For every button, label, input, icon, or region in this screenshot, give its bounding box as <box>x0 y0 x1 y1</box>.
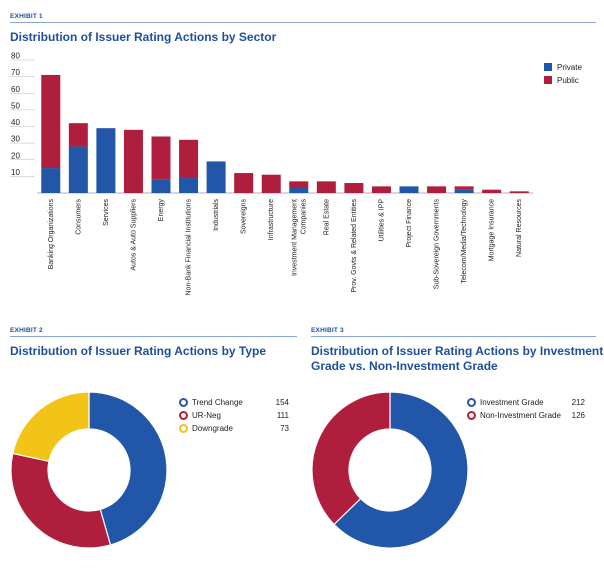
bar-private-services <box>96 128 116 193</box>
bar-private-project-finance <box>399 186 419 193</box>
legend-label: Trend Change <box>192 398 243 407</box>
category-label: Services <box>103 199 110 226</box>
exhibit2-rule <box>10 336 297 337</box>
legend-dot-icon <box>467 411 476 420</box>
y-tick-label: 50 <box>11 101 20 110</box>
category-label: Sovereigns <box>241 199 248 235</box>
legend-row-investment-grade: Investment Grade 212 <box>467 397 585 408</box>
bar-chart-body: 10 20 30 40 50 60 70 80 Banking Organizations Con… <box>10 52 533 296</box>
category-label: Mortgage Insurance <box>489 199 496 261</box>
bar-private-energy <box>151 179 171 193</box>
category-label: Prov. Govts & Related Entities <box>351 199 358 293</box>
legend-value: 126 <box>571 411 585 420</box>
category-label: Telecom/Media/Technology <box>461 199 468 284</box>
category-label: Companies <box>300 199 307 235</box>
bar-public-banking-organizations <box>41 74 61 169</box>
legend-label-private: Private <box>557 63 582 72</box>
bar-private-consumers <box>68 146 88 193</box>
legend-value: 212 <box>571 398 585 407</box>
grade-donut-chart <box>311 391 469 549</box>
y-tick-label: 20 <box>11 151 20 160</box>
legend-label: UR-Neg <box>192 411 221 420</box>
y-tick-label: 60 <box>11 85 20 94</box>
category-label: Real Estate <box>323 199 330 235</box>
bar-public-mortgage-insurance <box>482 189 502 193</box>
bar-public-infrastructure <box>261 174 281 193</box>
legend-swatch-public <box>544 76 552 84</box>
grade-legend: Investment Grade 212 Non-Investment Grade 1… <box>467 397 585 427</box>
bar-private-investment-management-companies <box>289 188 309 193</box>
type-legend: Trend Change 154 UR-Neg 111 Downgrade 73 <box>179 397 289 437</box>
bar-private-industrials <box>206 161 226 193</box>
category-label: Autos & Auto Suppliers <box>130 199 137 271</box>
legend-value: 154 <box>275 398 289 407</box>
category-label: Infrastructure <box>268 199 275 240</box>
category-label: Sub-Sovereign Governments <box>434 199 441 290</box>
bar-private-banking-organizations <box>41 168 61 193</box>
category-label: Natural Resources <box>516 199 523 257</box>
bar-private-non-bank-financial-institutions <box>179 178 199 193</box>
category-label: Industrials <box>213 199 220 231</box>
exhibit2-title: Distribution of Issuer Rating Actions by… <box>10 344 267 358</box>
y-tick-label: 40 <box>11 118 20 127</box>
bar-public-energy <box>151 136 171 180</box>
category-label: Utilities & IPP <box>378 199 385 242</box>
slice-ur-neg <box>10 452 112 549</box>
exhibit2-tag: EXHIBIT 2 <box>10 327 43 334</box>
legend-label: Investment Grade <box>480 398 544 407</box>
bar-public-sovereigns <box>234 173 254 193</box>
category-label: Investment Management <box>291 199 298 276</box>
exhibit3-title-line2: Grade vs. Non-Investment Grade <box>311 359 498 373</box>
y-tick-label: 10 <box>11 168 20 177</box>
bar-public-autos-auto-suppliers <box>123 129 143 193</box>
bar-public-real-estate <box>316 181 336 193</box>
legend-label: Downgrade <box>192 424 233 433</box>
exhibit3-title: Distribution of Issuer Rating Actions by… <box>311 344 603 374</box>
bar-public-natural-resources <box>509 191 529 193</box>
legend-label-public: Public <box>557 76 579 85</box>
bar-public-sub-sovereign-governments <box>427 186 447 193</box>
bar-public-non-bank-financial-institutions <box>179 139 199 179</box>
exhibit3-title-line1: Distribution of Issuer Rating Actions by… <box>311 344 604 358</box>
legend-swatch-private <box>544 63 552 71</box>
bar-public-prov-govts-related-entities <box>344 183 364 193</box>
slice-non-investment-grade <box>311 391 391 526</box>
category-label: Banking Organizations <box>48 199 55 270</box>
bar-public-utilities-ipp <box>371 186 391 193</box>
bar-legend: Private Public <box>544 63 582 85</box>
exhibit3-rule <box>311 336 596 337</box>
slice-investment-grade <box>333 391 469 549</box>
bar-public-investment-management-companies <box>289 181 309 189</box>
y-tick-label: 70 <box>11 68 20 77</box>
bar-public-telecom-media-technology <box>454 186 474 190</box>
bar-public-consumers <box>68 123 88 147</box>
exhibit1-tag: EXHIBIT 1 <box>10 13 43 20</box>
category-label: Consumers <box>75 199 82 235</box>
legend-row-downgrade: Downgrade 73 <box>179 423 289 434</box>
legend-dot-icon <box>467 398 476 407</box>
y-tick-label: 80 <box>11 52 20 61</box>
legend-row-trend-change: Trend Change 154 <box>179 397 289 408</box>
legend-dot-icon <box>179 398 188 407</box>
exhibit1-title: Distribution of Issuer Rating Actions by… <box>10 30 277 44</box>
legend-row-ur-neg: UR-Neg 111 <box>179 410 289 421</box>
legend-label: Non-Investment Grade <box>480 411 561 420</box>
slice-downgrade <box>12 391 90 463</box>
bar-private-telecom-media-technology <box>454 189 474 193</box>
legend-value: 111 <box>276 411 289 420</box>
exhibit1-rule <box>10 22 596 23</box>
category-label: Energy <box>158 199 165 222</box>
sector-bar-chart: 10 20 30 40 50 60 70 80 Banking Organizations Con… <box>10 52 582 296</box>
category-label: Project Finance <box>406 199 413 248</box>
exhibit3-tag: EXHIBIT 3 <box>311 327 344 334</box>
legend-value: 73 <box>280 424 289 433</box>
legend-dot-icon <box>179 411 188 420</box>
type-donut-chart <box>10 391 168 549</box>
category-label: Non-Bank Financial Institutions <box>186 199 193 296</box>
legend-row-non-investment-grade: Non-Investment Grade 126 <box>467 410 585 421</box>
legend-dot-icon <box>179 424 188 433</box>
y-tick-label: 30 <box>11 135 20 144</box>
slice-trend-change <box>88 391 168 546</box>
